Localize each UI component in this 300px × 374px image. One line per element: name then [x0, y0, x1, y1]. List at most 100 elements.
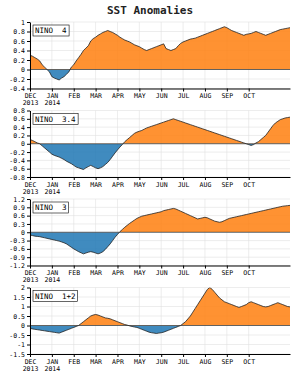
- grid-line: [30, 79, 290, 80]
- grid-line: [30, 335, 290, 336]
- grid: [30, 111, 290, 178]
- panel: -0.4-0.200.20.40.60.81DEC2013JAN2014FEBM…: [9, 19, 290, 108]
- axis-line: [30, 23, 31, 90]
- tick-mark: [27, 232, 30, 233]
- tick-mark: [183, 89, 184, 92]
- tick: APR: [112, 177, 124, 189]
- tick-mark: [205, 354, 206, 357]
- tick-label: 0.5: [13, 313, 25, 321]
- tick-label: SEP: [221, 181, 233, 189]
- tick: JUL: [178, 89, 190, 101]
- tick-label: APR: [112, 358, 124, 366]
- tick-label: JAN2014: [45, 358, 61, 373]
- tick: JUN: [156, 354, 168, 366]
- tick-label: OCT: [243, 358, 255, 366]
- panel-label-box: [33, 291, 78, 302]
- tick: 0.5: [13, 313, 30, 321]
- grid-line: [30, 168, 290, 169]
- tick: JAN2014: [45, 89, 61, 108]
- tick-mark: [183, 354, 184, 357]
- tick-mark: [52, 177, 53, 180]
- plot-area: [30, 288, 290, 334]
- tick-label: JAN2014: [45, 92, 61, 107]
- tick: -0.6: [9, 165, 30, 173]
- tick-mark: [139, 354, 140, 357]
- tick-mark: [227, 177, 228, 180]
- x-axis: DEC2013JAN2014FEBMARAPRMAYJUNJULAUGSEPOC…: [23, 89, 291, 108]
- grid-line: [30, 199, 290, 200]
- plot-area: [30, 205, 290, 253]
- tick-label: JUL: [178, 358, 190, 366]
- y-axis: -0.8-0.6-0.4-0.200.20.40.60.8: [9, 107, 30, 182]
- tick-label: APR: [112, 269, 124, 277]
- grid-line: [183, 288, 184, 355]
- panel: -0.8-0.6-0.4-0.200.20.40.60.8DEC2013JAN2…: [9, 107, 290, 196]
- tick-label: OCT: [243, 181, 255, 189]
- tick-label: JAN2014: [45, 269, 61, 284]
- tick-label: MAY: [134, 269, 146, 277]
- tick-mark: [27, 241, 30, 242]
- tick-label: -0.6: [9, 245, 25, 253]
- tick-mark: [27, 326, 30, 327]
- tick-mark: [117, 354, 118, 357]
- tick-mark: [27, 224, 30, 225]
- tick-mark: [161, 89, 162, 92]
- tick-label: -0.2: [9, 76, 25, 84]
- tick: MAR: [90, 266, 102, 278]
- tick-mark: [27, 249, 30, 250]
- axis-line: [30, 111, 31, 178]
- tick-label: MAR: [90, 358, 102, 366]
- tick-mark: [96, 177, 97, 180]
- tick: -0.6: [9, 245, 30, 253]
- title: SST Anomalies: [107, 4, 193, 17]
- tick: MAY: [134, 266, 146, 278]
- tick: 1: [21, 19, 30, 27]
- y-axis: -1.2-0.9-0.6-0.300.30.60.91.2: [9, 196, 30, 271]
- tick-label: DEC2013: [23, 269, 39, 284]
- tick-mark: [117, 89, 118, 92]
- negative-area: [30, 70, 290, 80]
- tick-label: 0: [21, 140, 25, 148]
- axis-line: [31, 354, 291, 355]
- tick: JUL: [178, 177, 190, 189]
- tick-label-line: 2014: [45, 276, 61, 284]
- tick: FEB: [68, 89, 80, 101]
- negative-fill-group: [30, 70, 290, 80]
- tick-mark: [139, 177, 140, 180]
- tick: -0.9: [9, 254, 30, 262]
- tick: APR: [112, 354, 124, 366]
- tick: 0.6: [13, 38, 30, 46]
- tick-label: -0.4: [9, 85, 25, 93]
- tick-mark: [96, 354, 97, 357]
- tick-mark: [27, 169, 30, 170]
- axis-line: [30, 200, 31, 267]
- tick: 0.8: [13, 28, 30, 36]
- tick-label: MAR: [90, 269, 102, 277]
- tick-label: 0.2: [13, 132, 25, 140]
- tick-mark: [27, 119, 30, 120]
- panel-label: NINO 3.4: [33, 114, 78, 125]
- tick: JUN: [156, 177, 168, 189]
- tick-mark: [27, 32, 30, 33]
- tick-mark: [96, 266, 97, 269]
- tick-label-line: 2013: [23, 365, 39, 373]
- tick: 1: [21, 303, 30, 311]
- tick-label: APR: [112, 92, 124, 100]
- tick-label: MAY: [134, 358, 146, 366]
- tick-mark: [227, 354, 228, 357]
- grid-line: [117, 288, 118, 355]
- tick-label: -1.2: [9, 262, 25, 270]
- panel-label-box: [33, 202, 69, 213]
- tick-label: JUN: [156, 181, 168, 189]
- x-axis: DEC2013JAN2014FEBMARAPRMAYJUNJULAUGSEPOC…: [23, 266, 291, 285]
- tick: OCT: [243, 177, 255, 189]
- tick-label: 1.5: [13, 294, 25, 302]
- tick: -0.2: [9, 76, 30, 84]
- tick: APR: [112, 266, 124, 278]
- axis-line: [31, 177, 291, 178]
- tick: JUL: [178, 354, 190, 366]
- panel-label-text: NINO 3.4: [35, 115, 76, 124]
- tick-label: APR: [112, 181, 124, 189]
- tick: OCT: [243, 266, 255, 278]
- grid-line: [30, 22, 290, 23]
